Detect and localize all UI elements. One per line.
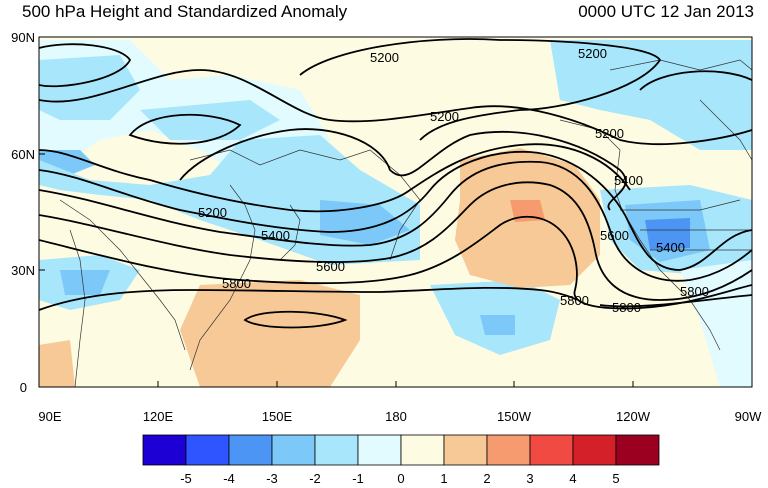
contour-line xyxy=(179,128,627,211)
coastline xyxy=(620,199,752,251)
coastline xyxy=(559,119,721,351)
contour-label: 5800 xyxy=(560,293,589,308)
height-contours xyxy=(39,38,752,329)
map-title: 500 hPa Height and Standardized Anomaly xyxy=(22,2,348,21)
contour-label: 5200 xyxy=(198,205,227,220)
contour-line xyxy=(39,215,752,310)
anomaly-region xyxy=(510,200,545,222)
contour-line xyxy=(39,181,752,301)
contour-label: 5800 xyxy=(222,276,251,291)
colorbar-label: 2 xyxy=(483,471,490,486)
colorbar-label: 0 xyxy=(397,471,404,486)
contour-line xyxy=(39,143,631,213)
lat-label: 0 xyxy=(20,380,27,395)
colorbar-label: -1 xyxy=(352,471,364,486)
lat-label: 30N xyxy=(11,263,35,278)
contour-label: 5200 xyxy=(578,46,607,61)
colorbar-label: -3 xyxy=(266,471,278,486)
contour-line xyxy=(128,113,242,145)
colorbar-label: -4 xyxy=(223,471,235,486)
contour-line xyxy=(39,160,752,282)
anomaly-region xyxy=(320,200,410,245)
colorbar-swatch xyxy=(314,434,359,466)
contour-label: 5400 xyxy=(656,240,685,255)
colorbar-swatch xyxy=(572,434,617,466)
contour-line xyxy=(39,69,752,145)
colorbar-swatch xyxy=(357,434,402,466)
longitude-labels: 90E 120E 150E 180 150W 120W 90W xyxy=(38,409,762,424)
coastline xyxy=(699,99,752,161)
contour-label: 5200 xyxy=(370,50,399,65)
coastline xyxy=(609,59,752,71)
axis-ticks xyxy=(38,36,753,388)
anomaly-region xyxy=(180,280,360,387)
colorbar-swatch xyxy=(185,434,230,466)
colorbar-label: 1 xyxy=(440,471,447,486)
colorbar-swatch xyxy=(142,434,187,466)
coastline xyxy=(59,199,186,351)
colorbar-swatch xyxy=(529,434,574,466)
lat-label: 60N xyxy=(11,147,35,162)
anomaly-region xyxy=(550,40,752,150)
lon-label: 90W xyxy=(735,409,762,424)
contour-labels: 5200 5200 5200 5200 5200 5400 5400 5400 … xyxy=(198,46,709,315)
contour-label: 5800 xyxy=(612,300,641,315)
colorbar-swatch xyxy=(271,434,316,466)
anomaly-region xyxy=(480,315,515,335)
colorbar-swatch xyxy=(615,434,660,466)
colorbar-swatch xyxy=(486,434,531,466)
anomaly-region xyxy=(645,218,690,250)
coastline xyxy=(279,204,301,261)
anomaly-region xyxy=(560,310,700,387)
latitude-labels: 90N 60N 30N 0 xyxy=(11,30,35,395)
colorbar-label: -2 xyxy=(309,471,321,486)
anomaly-region xyxy=(140,100,280,140)
colorbar-swatch xyxy=(400,434,445,466)
colorbar: -5 -4 -3 -2 -1 0 1 2 3 4 5 xyxy=(142,434,660,486)
colorbar-swatch xyxy=(228,434,273,466)
contour-label: 5200 xyxy=(595,126,624,141)
contour-label: 5600 xyxy=(600,228,629,243)
contour-label: 5400 xyxy=(614,173,643,188)
contour-line xyxy=(243,310,348,329)
anomaly-region xyxy=(39,55,140,120)
anomaly-region xyxy=(680,260,752,387)
lon-label: 120E xyxy=(143,409,174,424)
coastline xyxy=(189,149,421,261)
lon-label: 90E xyxy=(38,409,61,424)
contour-line xyxy=(39,43,132,88)
contour-label: 5400 xyxy=(261,228,290,243)
contour-line xyxy=(39,150,752,271)
contour-line xyxy=(639,70,752,91)
lon-label: 120W xyxy=(616,409,651,424)
valid-time: 0000 UTC 12 Jan 2013 xyxy=(578,2,754,21)
lat-label: 90N xyxy=(11,30,35,45)
colorbar-swatch xyxy=(443,434,488,466)
contour-line xyxy=(299,38,662,141)
colorbar-label: 5 xyxy=(612,471,619,486)
anomaly-region xyxy=(39,340,75,387)
lon-label: 150E xyxy=(262,409,293,424)
contour-label: 5200 xyxy=(430,109,459,124)
lon-label: 150W xyxy=(497,409,532,424)
contour-line xyxy=(39,286,577,311)
colorbar-label: -5 xyxy=(180,471,192,486)
contour-line xyxy=(599,294,752,308)
anomaly-region xyxy=(60,270,110,295)
colorbar-label: 3 xyxy=(526,471,533,486)
contour-label: 5800 xyxy=(680,284,709,299)
colorbar-label: 4 xyxy=(569,471,576,486)
lon-label: 180 xyxy=(385,409,407,424)
contour-label: 5600 xyxy=(316,259,345,274)
